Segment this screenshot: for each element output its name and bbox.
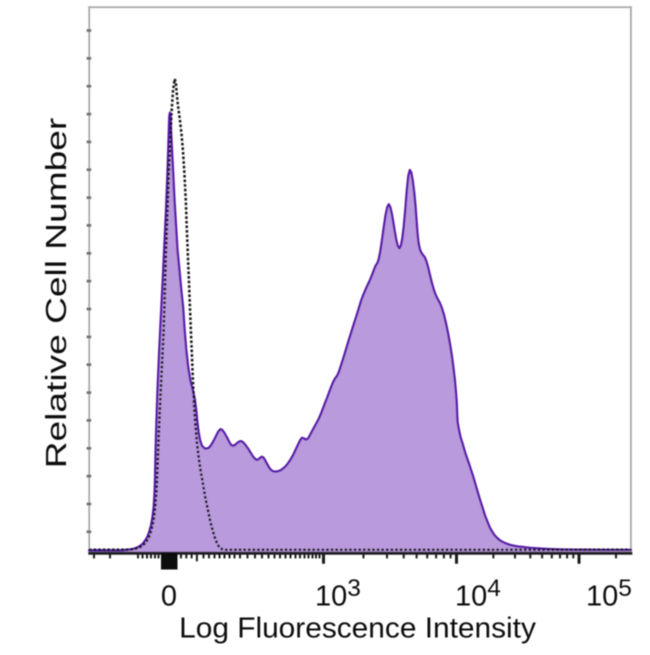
svg-text:0: 0 — [161, 581, 177, 613]
svg-text:Log Fluorescence Intensity: Log Fluorescence Intensity — [179, 612, 536, 645]
svg-text:Relative Cell Number: Relative Cell Number — [41, 118, 73, 469]
